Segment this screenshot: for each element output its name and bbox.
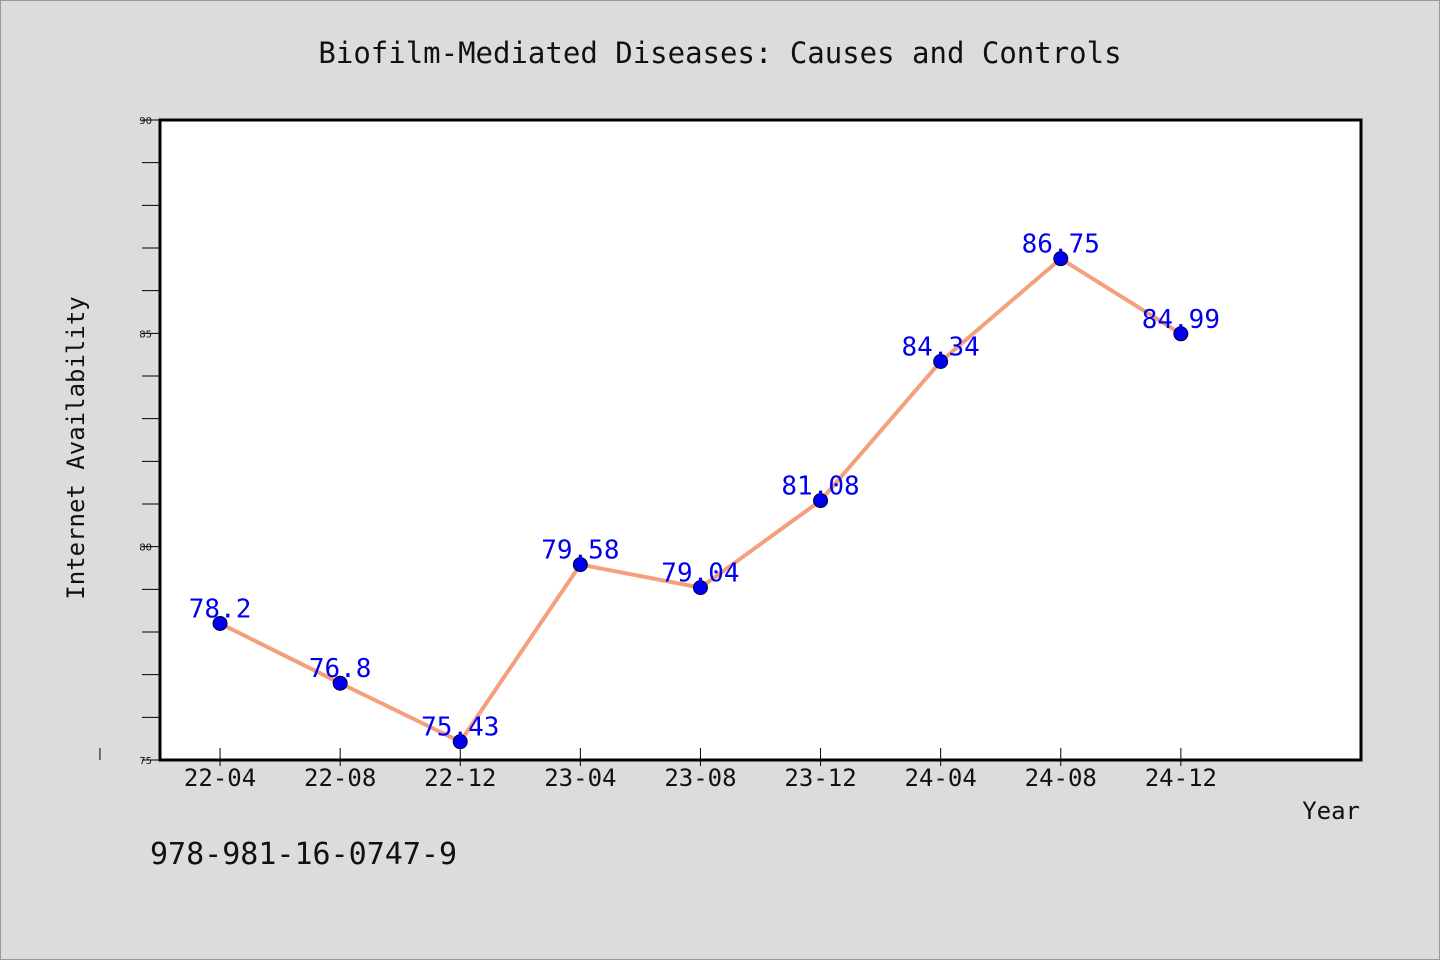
x-tick-label: 23-08 [664,764,736,792]
data-label: 75.43 [421,713,499,743]
data-point [212,615,228,631]
x-axis: 22-04 22-08 22-12 23-04 23-08 23-12 24-04 24-08… [99,748,1217,792]
data-label: 86.75 [1022,230,1100,260]
data-point [1173,326,1189,342]
data-point [1053,251,1069,267]
data-point [692,580,708,596]
y-tick-label: 90 [139,116,152,127]
x-axis-label: Year [1302,797,1360,825]
y-tick-label: 85 [139,329,152,340]
series: 78.2 76.8 75.43 79.58 79.04 81.08 84.34 86.75 84… [189,230,1220,750]
data-point [452,734,468,750]
data-label: 81.08 [781,472,859,502]
x-tick-label: 23-12 [784,764,856,792]
y-axis-label: Internet Availability [62,296,90,599]
isbn-text: 978-981-16-0747-9 [150,837,457,872]
chart-title: Biofilm-Mediated Diseases: Causes and Co… [318,36,1121,70]
x-tick-label: 22-04 [184,764,256,792]
data-label: 84.34 [902,332,980,362]
x-tick-label: 24-12 [1145,764,1217,792]
y-axis: 75 80 85 90 [139,116,160,767]
y-tick-label: 75 [139,756,152,767]
x-tick-label: 23-04 [544,764,616,792]
data-label: 79.04 [661,559,739,589]
data-point [572,557,588,573]
data-label: 84.99 [1142,305,1220,335]
data-point [933,353,949,369]
x-tick-label: 22-12 [424,764,496,792]
data-point [813,493,829,509]
data-label: 78.2 [189,594,252,624]
y-tick-label: 80 [139,543,152,554]
x-tick-label: 24-08 [1025,764,1097,792]
x-tick-label: 22-08 [304,764,376,792]
plot-area [158,118,1363,762]
data-label: 79.58 [541,536,619,566]
data-label: 76.8 [309,654,372,684]
x-tick-label: 24-04 [905,764,977,792]
data-point [332,675,348,691]
